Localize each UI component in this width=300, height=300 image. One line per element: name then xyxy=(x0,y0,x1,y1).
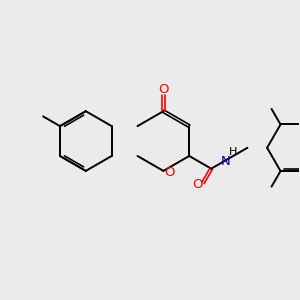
Text: O: O xyxy=(158,83,169,96)
Text: O: O xyxy=(192,178,203,191)
Text: N: N xyxy=(221,155,231,168)
Text: H: H xyxy=(229,148,237,158)
Text: O: O xyxy=(165,166,175,179)
